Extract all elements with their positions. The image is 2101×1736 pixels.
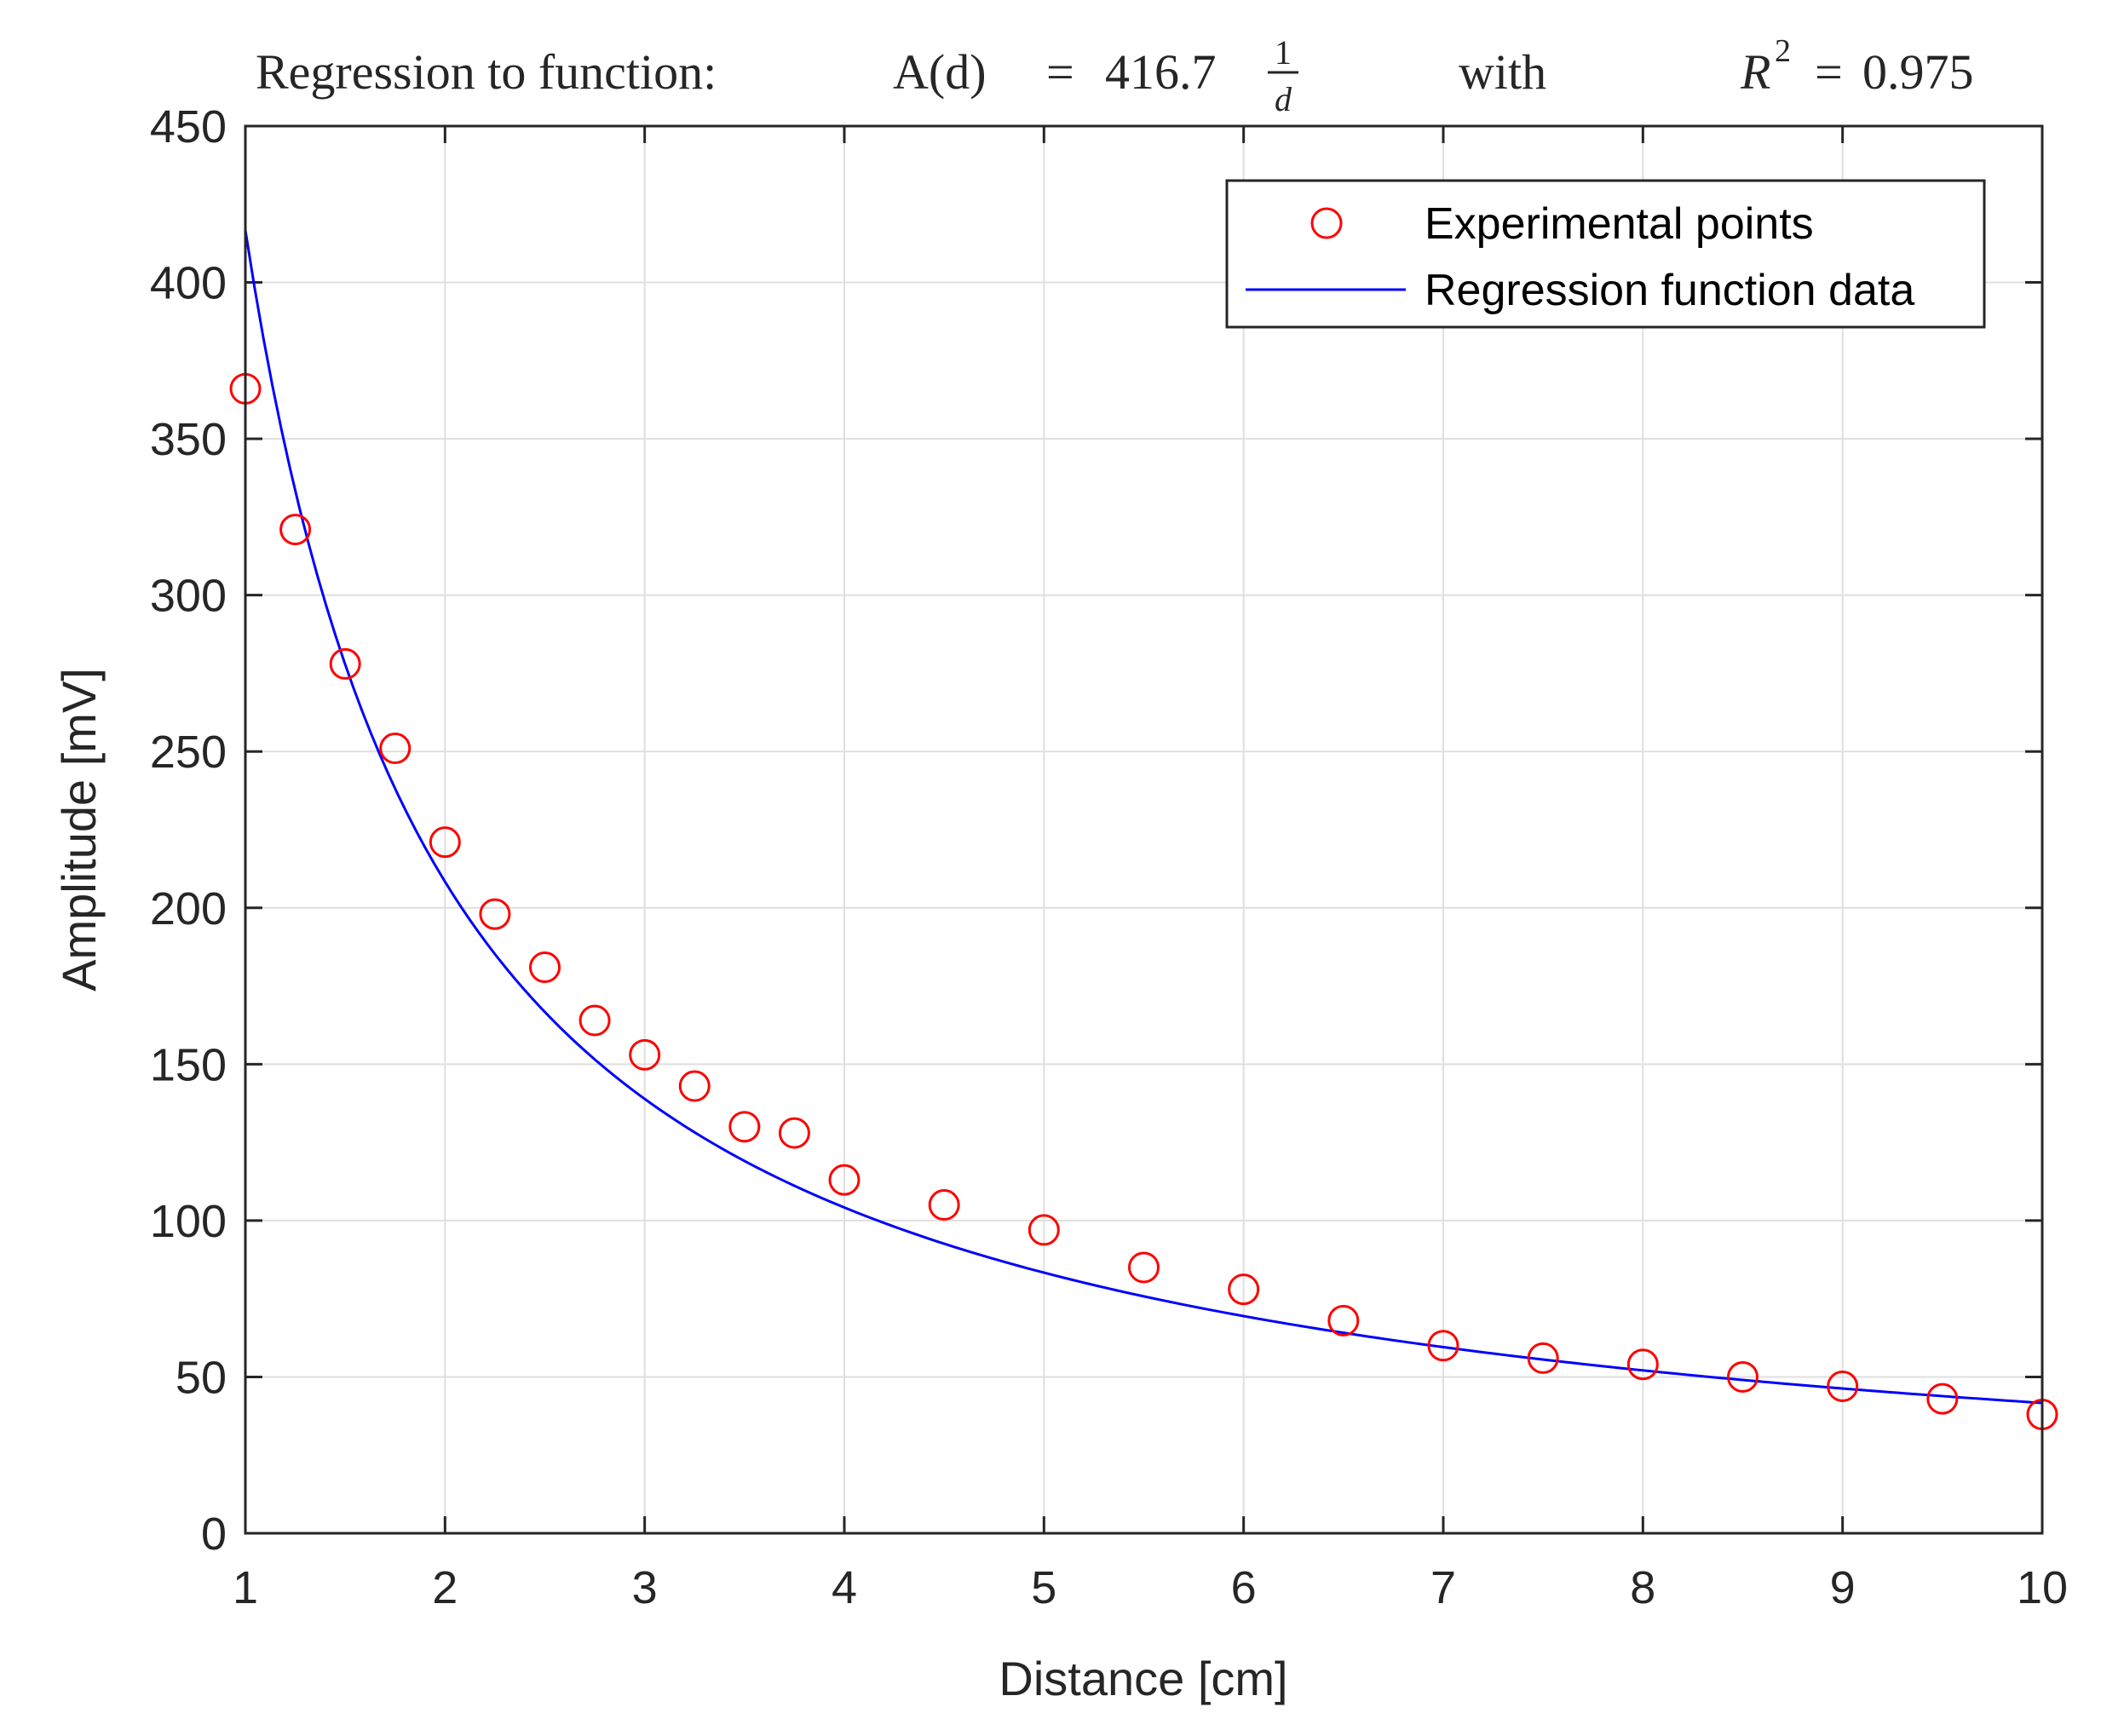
y-tick-label: 50 — [176, 1352, 227, 1403]
experimental-point — [279, 514, 312, 546]
regression-function-line — [244, 230, 2043, 1405]
title-with: with — [1459, 44, 1546, 100]
experimental-point — [1527, 1342, 1559, 1374]
experimental-point — [1427, 1330, 1459, 1362]
y-tick-label: 300 — [150, 571, 227, 622]
experimental-point — [1327, 1304, 1360, 1336]
x-tick-label: 6 — [1231, 1562, 1257, 1613]
title-fraction-denominator: d — [1275, 80, 1292, 118]
y-tick-label: 400 — [150, 258, 227, 309]
y-tick-label: 450 — [150, 101, 227, 152]
y-tick-label: 0 — [201, 1509, 227, 1560]
title-r-equals: = — [1815, 44, 1843, 100]
experimental-point — [379, 733, 412, 765]
experimental-point — [629, 1038, 661, 1071]
experimental-point — [578, 1004, 611, 1037]
experimental-point — [1027, 1214, 1060, 1246]
title-function-lhs: A(d) — [893, 44, 987, 100]
experimental-point — [1827, 1370, 1859, 1402]
x-tick-label: 2 — [432, 1562, 458, 1613]
legend-label-regression-function: Regression function data — [1425, 266, 1914, 315]
legend-marker-experimental-points — [1310, 207, 1343, 239]
experimental-point — [728, 1111, 761, 1143]
experimental-point — [479, 898, 511, 930]
experimental-point — [1926, 1382, 1959, 1415]
y-tick-label: 350 — [150, 414, 227, 465]
experimental-point — [529, 951, 561, 984]
legend-box — [1225, 179, 1986, 329]
y-tick-label: 150 — [150, 1039, 227, 1090]
experimental-points — [229, 372, 2058, 1430]
x-tick-label: 1 — [233, 1562, 258, 1613]
title-equals: = — [1046, 44, 1074, 100]
experimental-point — [1626, 1348, 1659, 1381]
x-axis-label: Distance [cm] — [999, 1652, 1287, 1705]
title-r-symbol: R — [1740, 44, 1770, 100]
title-fraction-numerator: 1 — [1275, 33, 1292, 72]
experimental-point — [828, 1164, 861, 1196]
y-tick-label: 200 — [150, 883, 227, 934]
experimental-point — [678, 1070, 711, 1102]
chart-title: Regression to function: A(d) = 416.7 1 d… — [256, 33, 1974, 118]
experimental-point — [429, 826, 461, 859]
experimental-point — [1727, 1360, 1759, 1393]
x-tick-label: 4 — [832, 1562, 857, 1613]
x-tick-label: 3 — [632, 1562, 658, 1613]
legend: Experimental points Regression function … — [1225, 179, 1986, 329]
legend-label-experimental-points: Experimental points — [1425, 199, 1814, 249]
experimental-point — [1228, 1273, 1260, 1306]
experimental-point — [928, 1189, 960, 1222]
title-coefficient: 416.7 — [1105, 44, 1217, 100]
x-tick-label: 9 — [1830, 1562, 1856, 1613]
x-tick-label: 10 — [2017, 1562, 2068, 1613]
x-tick-label: 7 — [1430, 1562, 1456, 1613]
x-tick-label: 8 — [1630, 1562, 1655, 1613]
experimental-point — [329, 647, 361, 680]
plot-area — [245, 126, 2042, 1533]
experimental-point — [778, 1117, 810, 1149]
axes-frame — [244, 124, 2044, 1535]
title-prefix: Regression to function: — [256, 44, 717, 100]
y-tick-label: 250 — [150, 727, 227, 778]
y-axis-label: Amplitude [mV] — [52, 668, 106, 992]
x-tick-label: 5 — [1031, 1562, 1056, 1613]
title-r-value: 0.975 — [1862, 44, 1974, 100]
y-tick-label: 100 — [150, 1196, 227, 1247]
experimental-point — [1128, 1251, 1160, 1284]
title-r-exponent: 2 — [1775, 33, 1791, 69]
x-axis-ticks: 1 2 3 4 5 6 7 8 9 10 — [233, 126, 2068, 1613]
